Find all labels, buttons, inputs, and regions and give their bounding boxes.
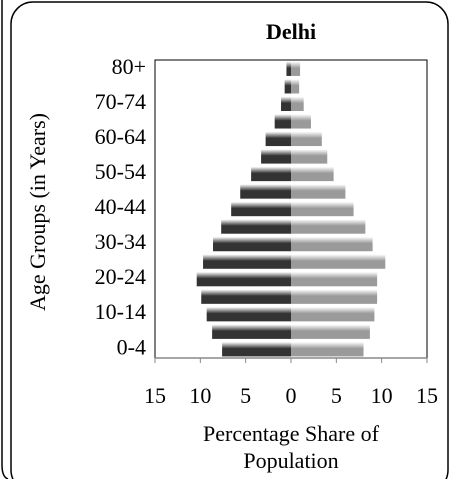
bar (291, 219, 366, 234)
chart-title: Delhi (266, 19, 316, 44)
bar (291, 306, 375, 322)
y-tick-label: 50-54 (95, 159, 146, 184)
bar (291, 236, 373, 252)
bar (291, 131, 322, 147)
x-tick-label: 0 (286, 383, 297, 408)
bar (291, 149, 328, 164)
x-tick-label: 5 (240, 383, 251, 408)
bar (291, 96, 304, 112)
bar (291, 201, 354, 217)
y-tick-label: 10-14 (95, 299, 146, 324)
bar (196, 271, 291, 287)
y-axis-label: Age Groups (in Years) (25, 113, 50, 311)
x-tick-label: 15 (416, 383, 438, 408)
bar (240, 184, 291, 199)
x-tick-label: 5 (331, 383, 342, 408)
bar (265, 131, 291, 147)
bar (261, 149, 291, 164)
y-tick-label: 60-64 (95, 124, 146, 149)
bar (213, 236, 291, 252)
bar (281, 96, 291, 112)
y-tick-label: 20-24 (95, 264, 146, 289)
bar (222, 342, 291, 357)
bar (284, 79, 291, 94)
frame (10, 1, 449, 479)
y-tick-label: 30-34 (95, 229, 146, 254)
bar (212, 324, 291, 339)
bar (291, 79, 300, 94)
bar (274, 114, 291, 129)
x-tick-label: 15 (144, 383, 166, 408)
bar (291, 166, 334, 182)
bar (221, 219, 291, 234)
bar (201, 289, 291, 304)
bar (291, 271, 378, 287)
x-axis-label: Percentage Share of Population (203, 421, 379, 473)
bar (291, 342, 364, 357)
bar (291, 289, 378, 304)
x-tick-label: 10 (371, 383, 393, 408)
bar (251, 166, 291, 182)
bar (206, 306, 291, 322)
bar (291, 324, 370, 339)
bar (291, 184, 346, 199)
y-tick-label: 40-44 (95, 194, 146, 219)
x-tick-label: 10 (189, 383, 211, 408)
bar (291, 254, 386, 269)
bar (291, 114, 311, 129)
bar (291, 61, 301, 76)
bracket (1, 0, 9, 479)
bar (231, 201, 291, 217)
y-tick-label: 80+ (112, 54, 146, 79)
y-tick-label: 0-4 (117, 334, 146, 359)
bar (203, 254, 291, 269)
y-tick-label: 70-74 (95, 89, 146, 114)
bar (286, 61, 291, 76)
